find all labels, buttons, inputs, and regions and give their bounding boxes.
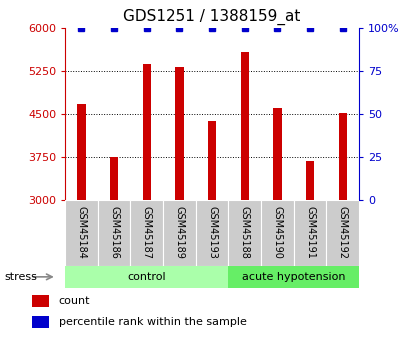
- Bar: [77, 104, 86, 200]
- Bar: [306, 161, 314, 200]
- Bar: [65, 266, 228, 288]
- Bar: [339, 113, 347, 200]
- Text: GSM45186: GSM45186: [109, 206, 119, 259]
- Bar: [176, 67, 184, 200]
- Bar: [65, 200, 98, 266]
- Text: GSM45184: GSM45184: [76, 206, 87, 259]
- Bar: [32, 316, 50, 327]
- Text: GSM45191: GSM45191: [305, 206, 315, 259]
- Text: percentile rank within the sample: percentile rank within the sample: [59, 317, 247, 327]
- Text: GSM45192: GSM45192: [338, 206, 348, 259]
- Bar: [228, 200, 261, 266]
- Text: count: count: [59, 296, 90, 306]
- Text: acute hypotension: acute hypotension: [242, 272, 346, 282]
- Bar: [241, 52, 249, 200]
- Text: GSM45193: GSM45193: [207, 206, 217, 259]
- Bar: [32, 295, 50, 307]
- Bar: [110, 157, 118, 200]
- Title: GDS1251 / 1388159_at: GDS1251 / 1388159_at: [123, 9, 301, 25]
- Text: control: control: [127, 272, 166, 282]
- Text: GSM45188: GSM45188: [240, 206, 250, 259]
- Bar: [143, 64, 151, 200]
- Bar: [163, 200, 196, 266]
- Text: GSM45189: GSM45189: [174, 206, 184, 259]
- Bar: [273, 108, 281, 200]
- Bar: [294, 200, 326, 266]
- Bar: [261, 200, 294, 266]
- Bar: [98, 200, 131, 266]
- Text: GSM45187: GSM45187: [142, 206, 152, 259]
- Bar: [208, 121, 216, 200]
- Text: stress: stress: [4, 272, 37, 282]
- Bar: [326, 200, 359, 266]
- Bar: [131, 200, 163, 266]
- Bar: [196, 200, 228, 266]
- Bar: [228, 266, 359, 288]
- Text: GSM45190: GSM45190: [273, 206, 282, 259]
